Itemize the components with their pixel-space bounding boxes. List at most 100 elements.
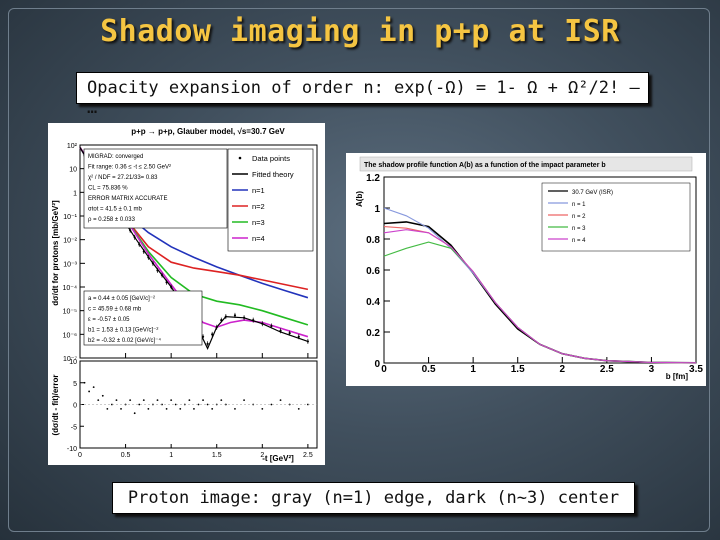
y-tick-label: 10⁻² — [63, 238, 77, 245]
residual-point — [234, 407, 236, 410]
residual-axis-label: (dσ/dt - fit)/error — [51, 374, 60, 435]
y-tick-label: 0.4 — [366, 297, 380, 308]
residual-point — [92, 386, 95, 388]
residual-point — [147, 407, 150, 410]
residual-tick-label: 5 — [73, 381, 77, 388]
data-point — [224, 315, 227, 318]
residual-point — [211, 407, 214, 410]
legend-label: n = 3 — [572, 226, 586, 232]
x-tick-label: 1.5 — [511, 364, 525, 375]
data-point — [297, 335, 300, 338]
y-axis-label: A(b) — [355, 191, 364, 207]
param-line: ε = -0.57 ± 0.05 — [88, 317, 130, 323]
chart-title-bar — [359, 156, 693, 172]
residual-point — [115, 399, 118, 402]
chart-title: The shadow profile function A(b) as a fu… — [364, 162, 606, 169]
residual-point — [156, 399, 159, 402]
x-tick-label: 1 — [470, 364, 476, 375]
residual-tick-label: -10 — [67, 446, 77, 453]
data-point — [288, 332, 291, 335]
fit-info-line: χ² / NDF = 27.21/33= 0.83 — [88, 175, 158, 181]
data-point — [156, 269, 159, 272]
x-tick-label: 0 — [381, 364, 387, 375]
fit-info-line: σtot = 41.5 ± 0.1 mb — [88, 207, 143, 213]
residual-point — [161, 403, 163, 406]
x-tick-label: 2 — [260, 452, 264, 459]
param-box — [83, 290, 203, 346]
residual-point — [220, 399, 223, 402]
data-point — [129, 229, 132, 232]
residual-point — [306, 403, 309, 406]
data-point — [242, 316, 246, 319]
x-axis-label: b [fm] — [666, 372, 689, 381]
legend-label: n = 4 — [572, 238, 586, 244]
legend-label: n=1 — [252, 186, 265, 195]
data-point — [233, 314, 237, 317]
residual-point — [138, 403, 141, 406]
x-axis-label: -t [GeV²] — [262, 454, 294, 463]
caption-box: Proton image: gray (n=1) edge, dark (n~3… — [112, 482, 635, 514]
residual-point — [193, 407, 195, 410]
fit-info-line: ERROR MATRIX ACCURATE — [88, 196, 167, 202]
param-line: b1 = 1.53 ± 0.13 [GeV/c]⁻² — [88, 328, 158, 334]
x-tick-label: 3.5 — [689, 364, 703, 375]
param-line: c = 45.59 ± 0.68 mb — [88, 307, 142, 313]
residual-tick-label: 0 — [73, 403, 77, 410]
y-tick-label: 10² — [67, 143, 78, 150]
y-tick-label: 1 — [374, 204, 380, 215]
data-point — [215, 326, 218, 329]
x-tick-label: 2.5 — [600, 364, 614, 375]
curve-n-4 — [383, 229, 697, 364]
residual-tick-label: -5 — [71, 424, 77, 431]
y-tick-label: 10 — [69, 167, 77, 174]
data-point — [211, 333, 214, 336]
residual-point — [129, 399, 132, 402]
legend-box — [227, 148, 314, 252]
legend-label: n = 1 — [572, 202, 586, 208]
data-point — [220, 319, 223, 322]
residual-point — [174, 403, 177, 406]
data-point — [147, 256, 150, 259]
y-tick-label: 1.2 — [366, 173, 380, 184]
residual-point — [202, 399, 204, 402]
residual-point — [243, 399, 245, 402]
data-point — [160, 274, 164, 277]
data-point — [279, 329, 282, 332]
residual-point — [188, 399, 191, 402]
data-point — [252, 319, 255, 322]
legend-marker — [238, 156, 242, 160]
data-point — [138, 243, 141, 246]
residual-point — [97, 399, 100, 402]
residual-point — [279, 399, 282, 402]
x-tick-label: 0 — [78, 452, 82, 459]
residual-point — [270, 403, 273, 406]
param-line: a = 0.44 ± 0.05 [GeV/c]⁻² — [88, 296, 155, 302]
y-tick-label: 10⁻¹ — [63, 214, 77, 221]
subtitle-box: Opacity expansion of order n: exp(-Ω) = … — [76, 72, 649, 118]
data-point — [261, 322, 264, 325]
x-tick-label: 3 — [649, 364, 655, 375]
residual-point — [106, 407, 109, 410]
data-point — [206, 342, 209, 345]
y-tick-label: 1 — [73, 190, 77, 197]
subtitle-text: Opacity expansion of order n: exp(-Ω) = … — [87, 78, 640, 118]
y-tick-label: 10⁻⁷ — [63, 356, 77, 363]
residual-point — [206, 403, 209, 406]
data-point — [165, 281, 168, 284]
y-tick-label: 0.2 — [366, 328, 380, 339]
x-tick-label: 2.5 — [303, 452, 313, 459]
legend-box — [541, 182, 691, 252]
shadow-profile-chart: The shadow profile function A(b) as a fu… — [346, 153, 706, 386]
residual-point — [133, 412, 136, 415]
slide-title: Shadow imaging in p+p at ISR — [100, 14, 620, 49]
y-axis-label: dσ/dt for protons [mb/GeV²] — [51, 200, 60, 306]
legend-label: n=3 — [252, 218, 265, 227]
residual-point — [83, 381, 86, 384]
data-point — [142, 250, 145, 253]
y-tick-label: 10⁻⁴ — [63, 285, 78, 292]
residual-point — [142, 399, 145, 402]
residual-point — [197, 403, 200, 406]
param-line: b2 = -0.32 ± 0.02 [GeV/c]⁻⁴ — [88, 337, 161, 344]
residual-tick-label: 10 — [69, 359, 77, 366]
x-tick-label: 2 — [560, 364, 566, 375]
